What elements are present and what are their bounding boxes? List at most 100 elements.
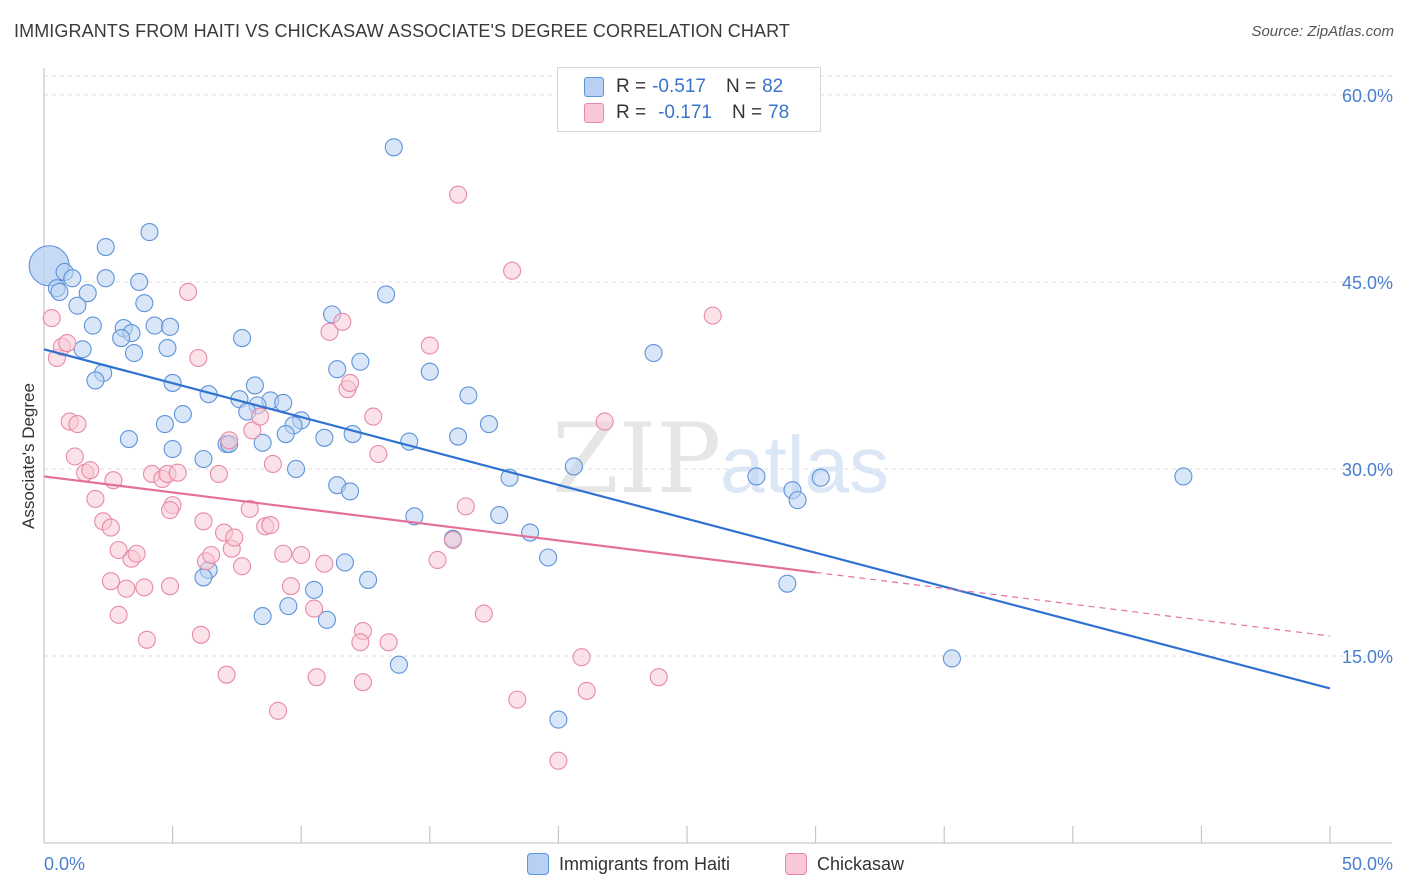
legend-swatch-haiti (584, 77, 604, 97)
chickasaw-point (160, 577, 180, 596)
haiti-point (377, 285, 396, 304)
chickasaw-point (240, 499, 259, 518)
haiti-point (130, 272, 149, 292)
bottom-legend-haiti: Immigrants from Haiti (527, 852, 730, 876)
chickasaw-point (364, 407, 383, 426)
haiti-point (490, 506, 509, 525)
chickasaw-point (101, 518, 120, 537)
chickasaw-point (341, 373, 360, 392)
chickasaw-point (649, 668, 668, 687)
chickasaw-point (449, 185, 468, 204)
chickasaw-point (68, 415, 87, 434)
haiti-point (549, 710, 568, 729)
chickasaw-point (281, 577, 300, 596)
chickasaw-point (503, 261, 522, 280)
chickasaw-point (42, 309, 61, 328)
chickasaw-point (117, 579, 136, 598)
legend-row-chickasaw: R = -0.171 N = 78 (584, 101, 789, 125)
legend-n-label: N = (725, 76, 757, 97)
legend-n-value: 78 (768, 102, 790, 123)
haiti-point (942, 649, 961, 668)
haiti-point (788, 491, 807, 510)
chickasaw-point (549, 751, 568, 770)
chickasaw-point (379, 633, 398, 652)
chickasaw-point (127, 544, 146, 563)
haiti-point (287, 459, 306, 479)
chickasaw-point (209, 464, 228, 484)
chickasaw-point (135, 578, 154, 597)
chickasaw-point (217, 665, 236, 684)
chickasaw-trend-extension (815, 571, 1331, 637)
y-tick-label: 45.0% (1342, 273, 1393, 293)
chickasaw-point (595, 412, 614, 431)
haiti-point (644, 343, 663, 363)
legend-r-label: R = (616, 102, 647, 123)
legend-r-label: R = (616, 76, 647, 97)
legend-row-haiti: R = -0.517 N = 82 (584, 75, 783, 99)
chickasaw-point (101, 572, 120, 591)
chickasaw-point (351, 633, 370, 652)
haiti-point (317, 610, 336, 629)
haiti-point (305, 580, 324, 599)
haiti-point (124, 343, 144, 363)
chickasaw-point (428, 550, 447, 570)
stats-legend: R = -0.517 N = 82 R = -0.171 N = 78 (557, 67, 821, 132)
haiti-point (315, 428, 334, 447)
haiti-point (96, 269, 115, 288)
legend-r-value: -0.171 (658, 102, 712, 123)
bottom-legend-swatch-chickasaw (785, 853, 807, 875)
haiti-point (341, 482, 360, 501)
chickasaw-point (456, 497, 475, 516)
chickasaw-point (202, 545, 221, 565)
watermark-atlas: atlas (720, 420, 889, 509)
haiti-point (351, 352, 370, 371)
haiti-point (747, 467, 766, 486)
chickasaw-point (320, 322, 339, 341)
haiti-point (63, 269, 82, 288)
bottom-legend-label-haiti: Immigrants from Haiti (559, 853, 731, 874)
haiti-point (276, 425, 295, 444)
chickasaw-point (137, 630, 156, 649)
chickasaw-point (168, 463, 187, 482)
chickasaw-point (263, 454, 282, 474)
haiti-point (86, 371, 105, 390)
chickasaw-point (109, 605, 128, 624)
legend-n-label: N = (731, 102, 763, 123)
haiti-point (274, 393, 293, 412)
haiti-point (459, 386, 478, 405)
chickasaw-point (333, 312, 352, 331)
haiti-trend-line (43, 348, 1331, 690)
haiti-point (335, 553, 354, 572)
legend-n-value: 82 (762, 76, 784, 97)
chickasaw-point (369, 444, 388, 464)
haiti-point (194, 568, 213, 587)
chickasaw-point (292, 545, 311, 565)
haiti-point (140, 223, 159, 242)
watermark-zip: ZIP (552, 403, 721, 515)
chickasaw-point (307, 668, 326, 687)
chickasaw-point (232, 557, 252, 576)
haiti-point (145, 316, 164, 335)
chickasaw-point (274, 544, 293, 563)
haiti-point (158, 338, 177, 358)
x-tick-label-max: 50.0% (1342, 854, 1393, 874)
haiti-point (78, 284, 97, 303)
haiti-point (232, 329, 252, 348)
chickasaw-trend-line (43, 475, 816, 574)
y-tick-label: 60.0% (1342, 86, 1393, 106)
chickasaw-point (243, 421, 262, 440)
haiti-point (163, 439, 182, 459)
haiti-point (359, 570, 378, 589)
haiti-point (420, 362, 439, 381)
haiti-point (1174, 467, 1193, 486)
chickasaw-point (81, 461, 100, 480)
y-axis-label: Associate's Degree (19, 383, 38, 529)
haiti-point (253, 607, 272, 626)
haiti-point (83, 316, 102, 335)
chickasaw-point (572, 648, 591, 667)
haiti-point (389, 655, 408, 674)
chickasaw-point (160, 501, 180, 520)
chickasaw-point (508, 690, 527, 709)
chickasaw-point (194, 512, 213, 531)
